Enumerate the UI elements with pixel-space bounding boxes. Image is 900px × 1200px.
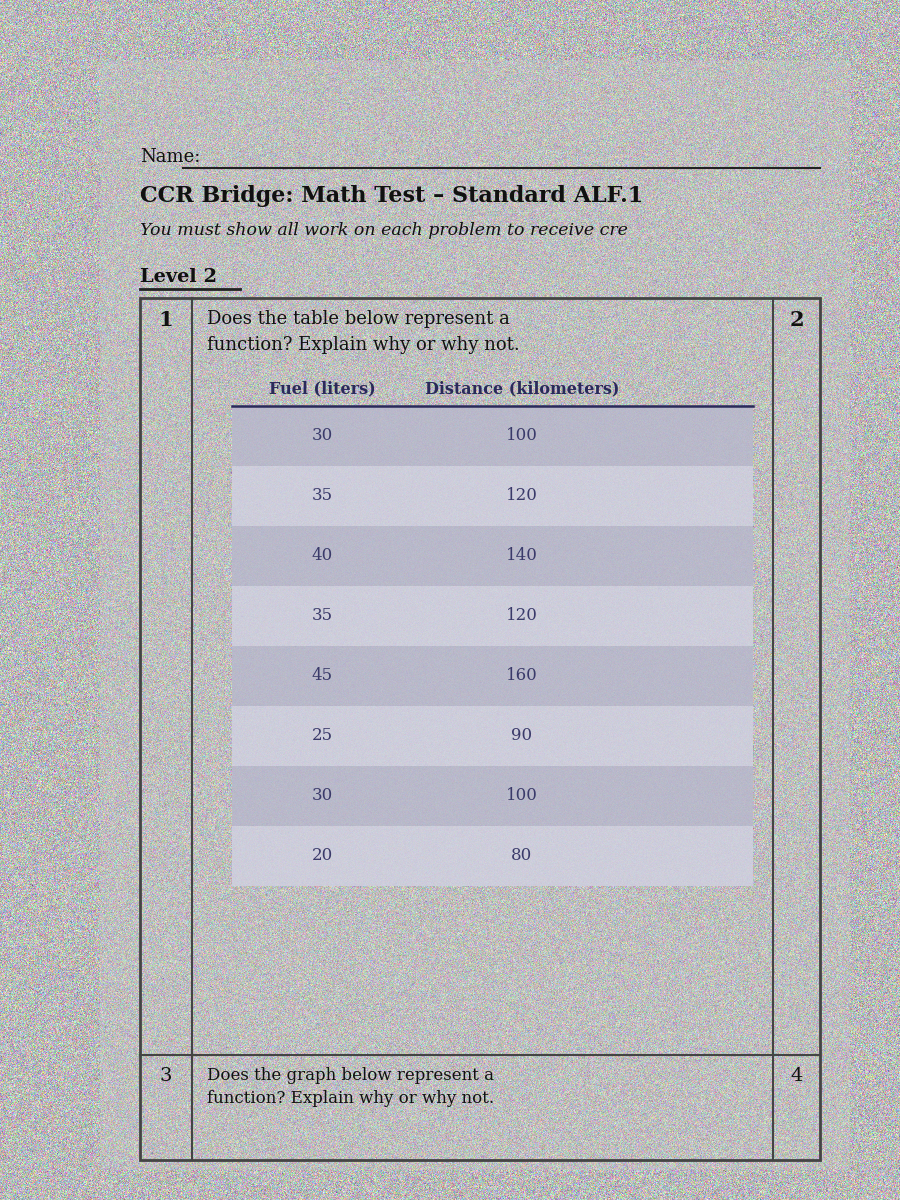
Text: 30: 30 — [311, 787, 333, 804]
FancyBboxPatch shape — [232, 766, 753, 826]
Text: 30: 30 — [311, 427, 333, 444]
Text: 2: 2 — [789, 310, 804, 330]
Text: 3: 3 — [160, 1067, 172, 1085]
Text: 4: 4 — [790, 1067, 803, 1085]
Text: Name:: Name: — [140, 148, 201, 166]
Text: 35: 35 — [311, 607, 333, 624]
Text: 35: 35 — [311, 487, 333, 504]
Text: Does the graph below represent a: Does the graph below represent a — [207, 1067, 494, 1084]
Text: Distance (kilometers): Distance (kilometers) — [425, 380, 619, 397]
Text: function? Explain why or why not.: function? Explain why or why not. — [207, 1090, 494, 1106]
Text: 140: 140 — [506, 547, 538, 564]
Text: 90: 90 — [511, 727, 533, 744]
Text: 20: 20 — [311, 847, 333, 864]
Text: 1: 1 — [158, 310, 174, 330]
FancyBboxPatch shape — [232, 466, 753, 526]
FancyBboxPatch shape — [232, 646, 753, 706]
Text: 160: 160 — [506, 667, 538, 684]
FancyBboxPatch shape — [232, 526, 753, 586]
Text: 80: 80 — [511, 847, 533, 864]
Text: 100: 100 — [506, 787, 538, 804]
FancyBboxPatch shape — [232, 406, 753, 466]
Text: 100: 100 — [506, 427, 538, 444]
Text: 120: 120 — [506, 487, 538, 504]
Text: function? Explain why or why not.: function? Explain why or why not. — [207, 336, 520, 354]
Text: 120: 120 — [506, 607, 538, 624]
Text: 25: 25 — [311, 727, 333, 744]
FancyBboxPatch shape — [232, 586, 753, 646]
Text: 40: 40 — [311, 547, 333, 564]
FancyBboxPatch shape — [100, 60, 850, 1170]
FancyBboxPatch shape — [232, 706, 753, 766]
FancyBboxPatch shape — [232, 826, 753, 886]
Text: Fuel (liters): Fuel (liters) — [269, 380, 375, 397]
Text: Does the table below represent a: Does the table below represent a — [207, 310, 510, 328]
Text: Level 2: Level 2 — [140, 268, 217, 286]
Text: CCR Bridge: Math Test – Standard ALF.1: CCR Bridge: Math Test – Standard ALF.1 — [140, 185, 644, 206]
Text: You must show all work on each problem to receive cre: You must show all work on each problem t… — [140, 222, 628, 239]
Text: 45: 45 — [311, 667, 333, 684]
